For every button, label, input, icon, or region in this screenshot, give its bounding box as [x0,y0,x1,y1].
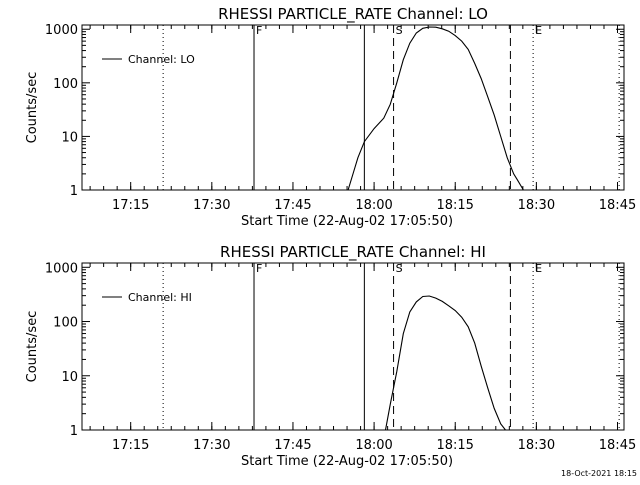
y-tick-label: 10 [61,370,78,385]
plot-frame [81,24,625,191]
chart-title: RHESSI PARTICLE_RATE Channel: HI [220,243,486,262]
x-tick-label: 17:15 [112,198,149,213]
plot-frame [81,262,625,431]
y-tick-label: 10 [61,130,78,145]
x-tick-label: 18:15 [436,438,473,453]
x-axis-label: Start Time (22-Aug-02 17:05:50) [241,454,453,469]
footer-timestamp: 18-Oct-2021 18:15 [561,469,637,478]
x-tick-label: 17:15 [112,438,149,453]
x-tick-label: 18:00 [355,198,392,213]
x-tick-label: 17:30 [193,438,230,453]
x-tick-label: 18:30 [518,198,555,213]
chart-panel-2: RHESSI PARTICLE_RATE Channel: HI Counts/s… [25,243,636,469]
x-tick-label: 18:45 [599,198,636,213]
event-marker-label: E [535,24,542,37]
event-marker-label: F [256,262,262,275]
x-tick-label: 18:45 [599,438,636,453]
y-axis-label: Counts/sec [25,311,40,383]
event-marker-label: E [535,262,542,275]
y-tick-label: 1 [70,424,78,439]
x-axis-label: Start Time (22-Aug-02 17:05:50) [241,214,453,229]
x-tick-label: 17:45 [274,438,311,453]
legend-label: Channel: HI [128,291,192,304]
y-tick-label: 100 [53,77,78,92]
y-axis-label: Counts/sec [25,72,40,144]
chart-title: RHESSI PARTICLE_RATE Channel: LO [218,5,488,24]
event-marker-label: F [256,24,262,37]
chart-panel-1: RHESSI PARTICLE_RATE Channel: LO Counts/s… [25,5,636,229]
series-line [384,295,506,431]
event-marker-label: S [396,262,403,275]
x-tick-label: 17:30 [193,198,230,213]
x-tick-label: 18:30 [518,438,555,453]
event-marker-label: S [396,24,403,37]
y-tick-label: 100 [53,316,78,331]
series-line [347,26,524,191]
y-tick-label: 1000 [45,261,78,276]
y-tick-label: 1 [70,184,78,199]
y-tick-label: 1000 [45,23,78,38]
x-tick-label: 18:15 [436,198,473,213]
x-tick-label: 17:45 [274,198,311,213]
x-tick-label: 18:00 [355,438,392,453]
legend-label: Channel: LO [128,53,195,66]
